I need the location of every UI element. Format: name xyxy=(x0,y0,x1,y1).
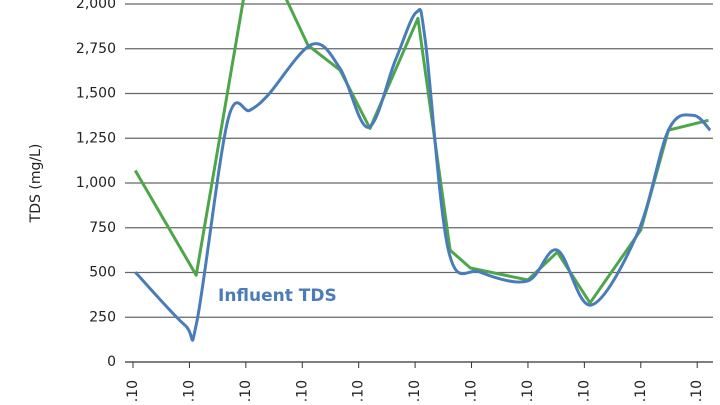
data-line xyxy=(134,7,712,342)
x-tick-label: .10 xyxy=(294,380,310,402)
x-tick-label: .10 xyxy=(633,380,649,402)
y-tick-label: 1,500 xyxy=(76,86,116,102)
x-tick-label: .10 xyxy=(464,380,480,402)
x-tick-label: .10 xyxy=(181,380,197,402)
y-tick-label: 1,250 xyxy=(76,130,116,146)
x-tick-label: .10 xyxy=(520,380,536,402)
x-tick-label: .10 xyxy=(351,380,367,402)
x-tick-label: .10 xyxy=(689,380,705,402)
data-line xyxy=(133,0,709,305)
x-tick-label: .10 xyxy=(407,380,423,402)
y-axis-label: TDS (mg/L) xyxy=(28,144,44,224)
y-tick-label: 2,000 xyxy=(76,0,116,12)
y-tick-label: 0 xyxy=(107,354,116,370)
y-tick-label: 1,000 xyxy=(76,175,116,191)
x-tick-label: .10 xyxy=(576,380,592,402)
x-tick-label: .10 xyxy=(125,380,141,402)
x-tick-label: .10 xyxy=(238,380,254,402)
y-tick-label: 750 xyxy=(89,220,116,236)
y-tick-label: 250 xyxy=(89,309,116,325)
y-tick-label: 2,750 xyxy=(76,41,116,57)
y-tick-label: 500 xyxy=(89,265,116,281)
annotation: Influent TDS xyxy=(218,286,337,306)
